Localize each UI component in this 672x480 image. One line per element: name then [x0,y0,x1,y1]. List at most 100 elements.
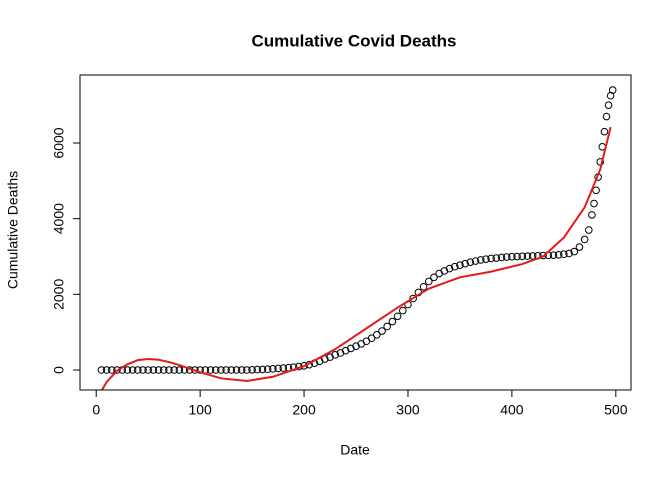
data-point [159,366,168,374]
data-point [508,252,516,261]
data-point [580,235,589,244]
data-point [487,254,495,263]
plot-area [97,86,617,390]
data-point [133,366,142,374]
data-point [232,366,241,374]
y-tick-label: 4000 [51,203,67,234]
data-point [585,226,593,234]
data-point [588,211,596,219]
data-point [445,264,454,273]
data-point [341,346,350,355]
data-point [248,365,256,374]
data-point [378,327,386,335]
data-point [128,366,137,374]
data-point [461,259,469,268]
data-point [600,127,609,136]
x-tick-label: 500 [604,402,628,418]
x-tick-label: 300 [396,402,420,418]
y-axis-label: Cumulative Deaths [5,171,21,289]
y-tick-label: 2000 [51,279,67,310]
y-tick-label: 6000 [51,127,67,158]
data-point [149,366,158,374]
data-point [154,366,163,374]
data-point [237,366,246,374]
data-point [258,365,267,374]
chart-title: Cumulative Covid Deaths [252,31,457,50]
data-point [144,366,152,374]
data-point [367,334,376,343]
data-point [393,312,402,321]
data-point [331,351,340,359]
data-point [300,362,308,370]
data-point [513,252,521,261]
data-point [279,364,288,372]
data-point [206,366,215,374]
data-point [575,243,584,251]
data-point [570,247,579,256]
data-point [227,366,236,374]
data-point [347,344,355,353]
data-point [274,364,282,373]
data-point [596,158,605,166]
data-point [440,267,449,275]
data-point [604,101,613,109]
data-point [352,342,360,350]
data-point [123,366,132,374]
data-point [336,349,345,357]
data-point [482,255,490,263]
data-point [419,282,428,291]
data-point [476,256,485,264]
x-tick-label: 200 [292,402,316,418]
data-point [471,257,480,265]
data-point [211,366,220,374]
data-point [602,112,611,121]
data-point [549,251,558,259]
data-point [388,317,397,326]
data-point [113,366,121,374]
data-point [539,251,547,260]
data-point [222,366,230,374]
data-point [269,365,277,373]
data-point [165,366,173,374]
data-point [492,254,501,262]
data-point [523,252,532,260]
data-point [398,306,407,315]
data-point [466,258,475,266]
x-tick-label: 400 [500,402,524,418]
data-point [592,186,600,195]
data-point [554,251,563,259]
data-point [217,366,225,374]
data-point [497,253,506,262]
data-point [263,365,272,374]
x-tick-label: 100 [188,402,212,418]
data-point [139,366,147,374]
data-point [373,331,381,339]
data-point [170,366,178,374]
data-point [430,273,438,282]
data-point [424,277,433,286]
data-point [456,261,464,270]
data-point [450,262,459,271]
data-point [560,250,568,259]
data-point [608,86,617,94]
x-axis-label: Date [340,442,370,458]
data-point [108,366,116,374]
data-point [243,366,251,374]
data-point [409,294,417,303]
data-point [253,365,262,374]
data-point [326,353,334,361]
data-point [175,366,184,374]
data-point [518,252,527,261]
x-tick-label: 0 [92,402,100,418]
data-point [97,366,106,374]
fit-line [100,126,612,390]
data-point [502,253,511,261]
y-tick-label: 0 [51,366,67,374]
data-point [102,366,111,374]
data-point [565,249,573,258]
data-point [590,199,598,208]
data-point [383,322,391,331]
